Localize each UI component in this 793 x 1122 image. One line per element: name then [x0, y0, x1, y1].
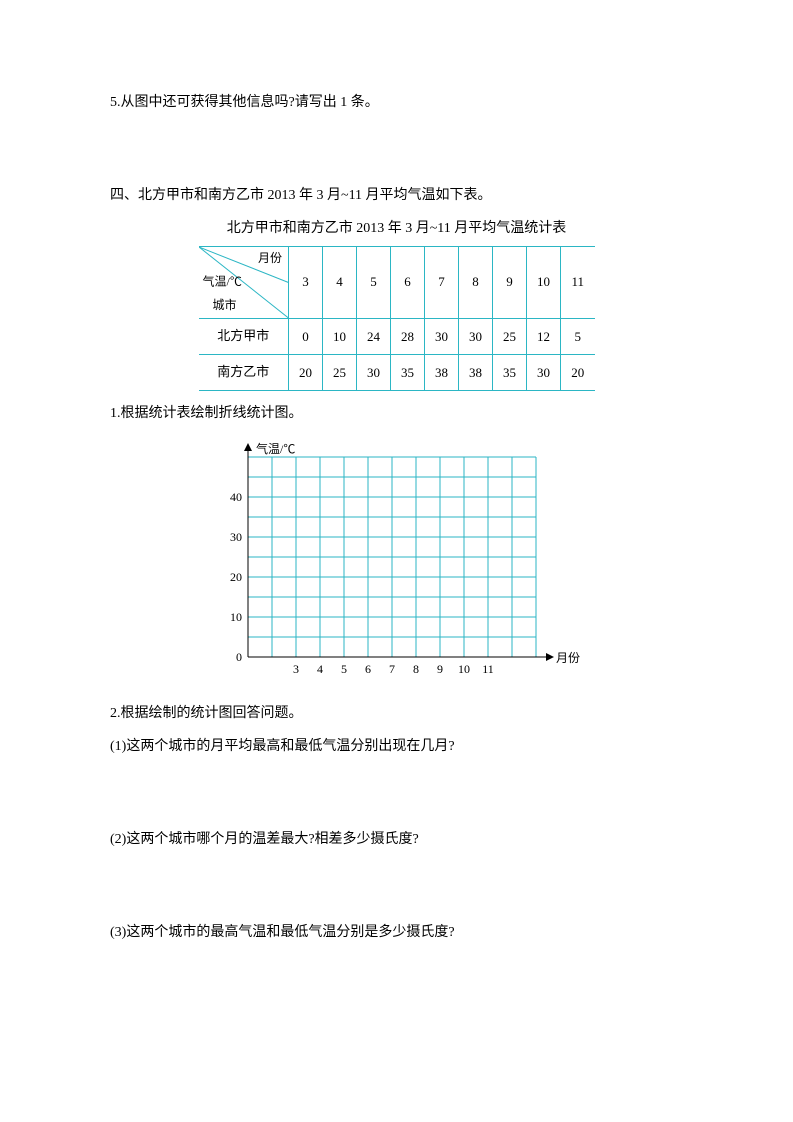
svg-text:8: 8 — [413, 662, 419, 676]
blank-chart-grid: 气温/℃ 月份 0 10 20 30 40 3 4 5 6 7 8 9 10 11 — [110, 437, 683, 683]
temperature-table: 月份 气温/℃ 城市 3 4 5 6 7 8 9 10 11 北方甲市 0 10… — [110, 246, 683, 392]
table-header-diagonal: 月份 气温/℃ 城市 — [199, 246, 289, 318]
col-month: 9 — [493, 246, 527, 318]
col-month: 4 — [323, 246, 357, 318]
col-month: 8 — [459, 246, 493, 318]
cell: 30 — [527, 354, 561, 390]
col-month: 5 — [357, 246, 391, 318]
cell: 25 — [323, 354, 357, 390]
svg-text:11: 11 — [482, 662, 494, 676]
svg-text:20: 20 — [230, 570, 242, 584]
svg-text:5: 5 — [341, 662, 347, 676]
cell: 38 — [459, 354, 493, 390]
cell: 35 — [493, 354, 527, 390]
svg-text:4: 4 — [317, 662, 323, 676]
cell: 0 — [289, 318, 323, 354]
svg-text:0: 0 — [236, 650, 242, 664]
svg-text:6: 6 — [365, 662, 371, 676]
question-5: 5.从图中还可获得其他信息吗?请写出 1 条。 — [110, 90, 683, 115]
col-month: 7 — [425, 246, 459, 318]
row-label-north: 北方甲市 — [199, 318, 289, 354]
svg-text:气温/℃: 气温/℃ — [256, 441, 295, 456]
hdr-month: 月份 — [258, 249, 282, 268]
question-2: 2.根据绘制的统计图回答问题。 — [110, 701, 683, 726]
question-2-1: (1)这两个城市的月平均最高和最低气温分别出现在几月? — [110, 734, 683, 759]
section-4-heading: 四、北方甲市和南方乙市 2013 年 3 月~11 月平均气温如下表。 — [110, 183, 683, 208]
cell: 38 — [425, 354, 459, 390]
col-month: 3 — [289, 246, 323, 318]
row-label-south: 南方乙市 — [199, 354, 289, 390]
svg-text:7: 7 — [389, 662, 395, 676]
cell: 28 — [391, 318, 425, 354]
cell: 20 — [289, 354, 323, 390]
svg-text:3: 3 — [293, 662, 299, 676]
col-month: 11 — [561, 246, 595, 318]
col-month: 6 — [391, 246, 425, 318]
svg-text:月份: 月份 — [556, 651, 580, 665]
svg-text:30: 30 — [230, 530, 242, 544]
cell: 12 — [527, 318, 561, 354]
cell: 20 — [561, 354, 595, 390]
question-1: 1.根据统计表绘制折线统计图。 — [110, 401, 683, 426]
cell: 35 — [391, 354, 425, 390]
question-2-2: (2)这两个城市哪个月的温差最大?相差多少摄氏度? — [110, 827, 683, 852]
cell: 10 — [323, 318, 357, 354]
cell: 24 — [357, 318, 391, 354]
svg-text:10: 10 — [230, 610, 242, 624]
table-title: 北方甲市和南方乙市 2013 年 3 月~11 月平均气温统计表 — [110, 216, 683, 241]
cell: 5 — [561, 318, 595, 354]
cell: 30 — [459, 318, 493, 354]
hdr-city: 城市 — [213, 296, 237, 315]
chart-svg: 气温/℃ 月份 0 10 20 30 40 3 4 5 6 7 8 9 10 11 — [208, 437, 586, 683]
question-2-3: (3)这两个城市的最高气温和最低气温分别是多少摄氏度? — [110, 920, 683, 945]
cell: 30 — [425, 318, 459, 354]
col-month: 10 — [527, 246, 561, 318]
svg-text:9: 9 — [437, 662, 443, 676]
svg-text:10: 10 — [458, 662, 470, 676]
cell: 25 — [493, 318, 527, 354]
svg-text:40: 40 — [230, 490, 242, 504]
hdr-temp: 气温/℃ — [203, 272, 242, 291]
cell: 30 — [357, 354, 391, 390]
